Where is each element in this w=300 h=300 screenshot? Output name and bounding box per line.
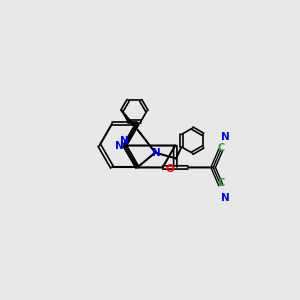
- Text: N: N: [152, 148, 161, 158]
- Text: N: N: [115, 140, 124, 151]
- Text: N: N: [221, 193, 230, 203]
- Text: O: O: [166, 164, 174, 173]
- Text: C: C: [217, 178, 224, 188]
- Text: N: N: [221, 132, 230, 142]
- Text: C: C: [217, 143, 224, 153]
- Text: N: N: [120, 136, 129, 146]
